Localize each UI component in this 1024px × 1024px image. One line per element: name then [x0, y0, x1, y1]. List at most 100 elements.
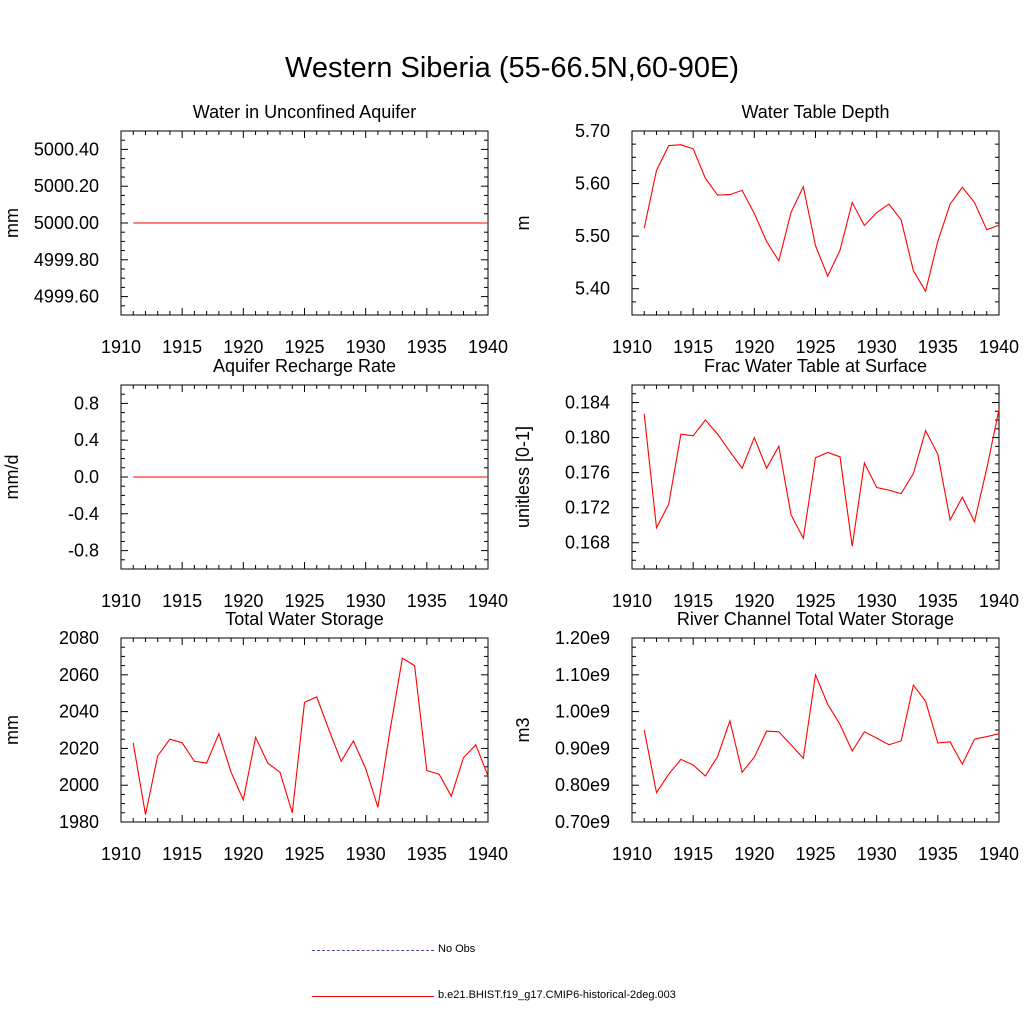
- x-tick-label: 1935: [918, 337, 958, 357]
- x-tick-label: 1940: [979, 591, 1019, 611]
- x-tick-label: 1920: [223, 844, 263, 864]
- x-tick-label: 1910: [612, 337, 652, 357]
- panel-4: Frac Water Table at Surface unitless [0-1…: [513, 356, 1019, 611]
- series-line: [132, 657, 489, 815]
- x-tick-label: 1910: [101, 844, 141, 864]
- y-tick-label: 5.70: [575, 121, 610, 141]
- x-tick-label: 1935: [918, 844, 958, 864]
- x-tick-label: 1920: [223, 337, 263, 357]
- y-tick-label: 0.90e9: [555, 738, 610, 758]
- x-tick-label: 1940: [979, 844, 1019, 864]
- y-tick-label: 0.168: [565, 533, 610, 553]
- panel-title: Water in Unconfined Aquifer: [193, 102, 416, 122]
- y-tick-label: 5.60: [575, 174, 610, 194]
- x-tick-label: 1940: [979, 337, 1019, 357]
- y-tick-label: 0.80e9: [555, 775, 610, 795]
- x-tick-label: 1915: [162, 337, 202, 357]
- panel-2: Water Table Depth m 1910 1915 1920 1925 1930 19…: [513, 102, 1019, 357]
- x-tick-label: 1925: [795, 337, 835, 357]
- y-tick-label: 0.180: [565, 428, 610, 448]
- y-tick-label: 0.4: [74, 430, 99, 450]
- y-axis-label: unitless [0-1]: [513, 426, 533, 528]
- series-line: [643, 409, 1000, 547]
- y-tick-label: 0.70e9: [555, 812, 610, 832]
- x-tick-label: 1920: [734, 337, 774, 357]
- x-tick-label: 1930: [346, 844, 386, 864]
- y-tick-label: 0.0: [74, 467, 99, 487]
- x-tick-label: 1915: [162, 591, 202, 611]
- y-tick-label: 0.184: [565, 393, 610, 413]
- y-tick-label: -0.8: [68, 541, 99, 561]
- x-tick-label: 1915: [673, 337, 713, 357]
- y-tick-label: 0.172: [565, 498, 610, 518]
- y-tick-label: 5000.20: [34, 176, 99, 196]
- x-tick-label: 1915: [673, 591, 713, 611]
- panel-3: Aquifer Recharge Rate mm/d 1910 1915 1920 192…: [2, 356, 508, 611]
- x-tick-label: 1920: [734, 844, 774, 864]
- panel-title: Frac Water Table at Surface: [704, 356, 927, 376]
- y-axis-label: m3: [513, 717, 533, 742]
- x-tick-label: 1910: [612, 591, 652, 611]
- plot-frame: [631, 384, 1000, 570]
- x-tick-label: 1925: [284, 844, 324, 864]
- x-tick-label: 1915: [162, 844, 202, 864]
- y-axis-label: m: [513, 216, 533, 231]
- y-tick-label: 0.176: [565, 463, 610, 483]
- legend-label-obs: No Obs: [438, 943, 476, 955]
- y-tick-label: 2080: [59, 628, 99, 648]
- x-tick-label: 1930: [857, 591, 897, 611]
- panel-1: Water in Unconfined Aquifer mm 1910 1915 192…: [2, 102, 508, 357]
- y-tick-label: 5000.00: [34, 213, 99, 233]
- x-tick-label: 1935: [407, 591, 447, 611]
- figure-title: Western Siberia (55-66.5N,60-90E): [284, 52, 740, 84]
- y-tick-label: 1.20e9: [555, 628, 610, 648]
- panel-5: Total Water Storage mm 1910 1915 1920 1925 193…: [2, 609, 508, 864]
- x-tick-label: 1935: [918, 591, 958, 611]
- panel-title: Total Water Storage: [225, 609, 383, 629]
- y-tick-label: 5.50: [575, 226, 610, 246]
- x-tick-label: 1925: [795, 591, 835, 611]
- x-tick-label: 1935: [407, 337, 447, 357]
- y-tick-label: 2040: [59, 702, 99, 722]
- y-tick-label: 2060: [59, 665, 99, 685]
- panel-6: River Channel Total Water Storage m3 1910 1…: [513, 609, 1019, 864]
- y-axis-label: mm: [2, 715, 22, 745]
- series-line: [643, 144, 1000, 293]
- x-tick-label: 1910: [101, 591, 141, 611]
- series-line: [643, 672, 1000, 795]
- x-tick-label: 1930: [857, 844, 897, 864]
- y-tick-label: 1.10e9: [555, 665, 610, 685]
- y-tick-label: 4999.80: [34, 250, 99, 270]
- y-tick-label: 1.00e9: [555, 702, 610, 722]
- legend-swatch-model: [312, 996, 434, 997]
- x-tick-label: 1935: [407, 844, 447, 864]
- y-tick-label: -0.4: [68, 504, 99, 524]
- x-tick-label: 1925: [795, 844, 835, 864]
- x-tick-label: 1930: [346, 337, 386, 357]
- y-tick-label: 4999.60: [34, 287, 99, 307]
- y-tick-label: 0.8: [74, 393, 99, 413]
- plot-frame: [631, 637, 1000, 823]
- x-tick-label: 1940: [468, 591, 508, 611]
- x-tick-label: 1910: [101, 337, 141, 357]
- y-axis-label: mm/d: [2, 455, 22, 500]
- y-axis-label: mm: [2, 208, 22, 238]
- panel-title: River Channel Total Water Storage: [677, 609, 954, 629]
- x-tick-label: 1940: [468, 844, 508, 864]
- x-tick-label: 1920: [223, 591, 263, 611]
- y-tick-label: 5000.40: [34, 139, 99, 159]
- y-tick-label: 1980: [59, 812, 99, 832]
- x-tick-label: 1930: [346, 591, 386, 611]
- legend-label-model: b.e21.BHIST.f19_g17.CMIP6-historical-2de…: [438, 989, 676, 1001]
- x-tick-label: 1940: [468, 337, 508, 357]
- x-tick-label: 1930: [857, 337, 897, 357]
- x-tick-label: 1920: [734, 591, 774, 611]
- x-tick-label: 1925: [284, 591, 324, 611]
- panel-title: Water Table Depth: [741, 102, 889, 122]
- y-tick-label: 5.40: [575, 279, 610, 299]
- plot-frame: [120, 637, 489, 823]
- legend-swatch-obs: [312, 950, 434, 951]
- x-tick-label: 1915: [673, 844, 713, 864]
- y-tick-label: 2000: [59, 775, 99, 795]
